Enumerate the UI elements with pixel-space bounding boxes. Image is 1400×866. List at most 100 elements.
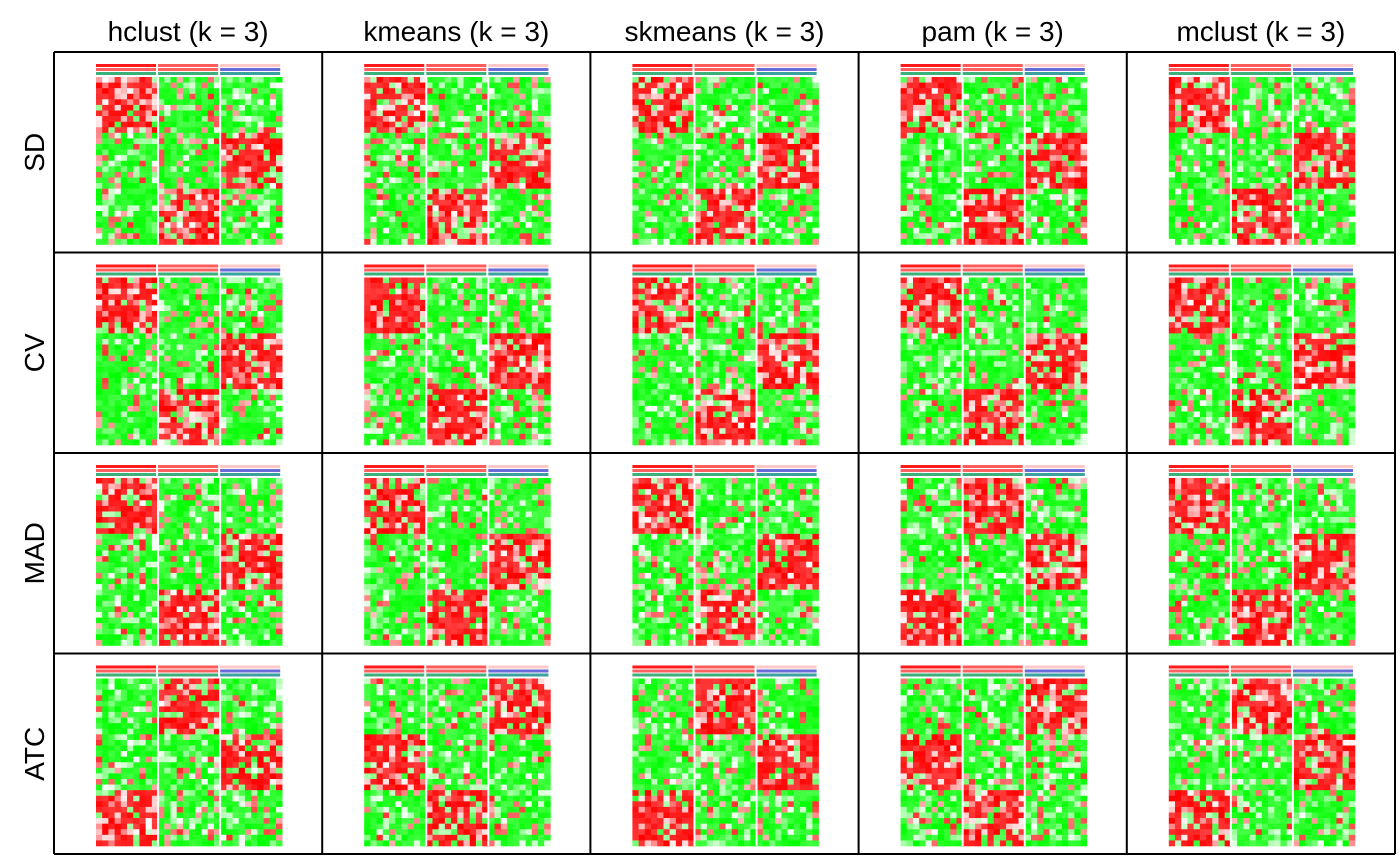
heatmap-cell xyxy=(226,104,233,111)
heatmap-cell xyxy=(251,299,258,306)
heatmap-cell xyxy=(706,132,714,139)
heatmap-cell xyxy=(438,121,446,128)
heatmap-cell xyxy=(944,194,951,201)
heatmap-cell xyxy=(244,211,252,217)
heatmap-cell xyxy=(537,211,545,217)
heatmap-cell xyxy=(114,138,122,145)
heatmap-cell xyxy=(968,77,976,83)
heatmap-cell xyxy=(688,171,695,178)
heatmap-cell xyxy=(207,299,215,306)
heatmap-cell xyxy=(370,93,377,100)
heatmap-cell xyxy=(426,155,433,162)
heatmap-cell xyxy=(1037,216,1044,223)
heatmap-cell xyxy=(1255,82,1263,89)
heatmap-cell xyxy=(1018,104,1026,111)
heatmap-cell xyxy=(133,211,140,217)
heatmap-cell xyxy=(756,149,764,156)
heatmap-cell xyxy=(632,222,639,229)
heatmap-cell xyxy=(139,344,146,351)
heatmap-cell xyxy=(525,233,533,240)
heatmap-cell xyxy=(719,222,726,229)
heatmap-cell xyxy=(1061,121,1069,128)
heatmap-cell xyxy=(1336,93,1343,100)
heatmap-cell xyxy=(950,205,957,212)
heatmap-cell xyxy=(694,155,701,162)
heatmap-cell xyxy=(1336,177,1343,184)
heatmap-cell xyxy=(182,93,190,100)
heatmap-cell xyxy=(420,205,427,212)
heatmap-cell xyxy=(900,99,908,106)
heatmap-cell xyxy=(1268,121,1275,128)
heatmap-cell xyxy=(725,222,733,229)
heatmap-cell xyxy=(139,294,146,301)
heatmap-cell xyxy=(189,205,196,212)
heatmap-cell xyxy=(275,277,283,284)
heatmap-cell xyxy=(1224,144,1232,150)
heatmap-cell xyxy=(787,205,795,212)
heatmap-cell xyxy=(968,138,976,145)
heatmap-cell xyxy=(737,127,745,134)
heatmap-cell xyxy=(669,233,677,240)
heatmap-cell xyxy=(1323,77,1331,83)
heatmap-cell xyxy=(213,350,221,356)
heatmap-cell xyxy=(257,322,264,329)
heatmap-cell xyxy=(1274,88,1281,95)
heatmap-cell xyxy=(1049,160,1057,167)
heatmap-cell xyxy=(275,216,283,223)
heatmap-cell xyxy=(1261,110,1269,117)
heatmap-cell xyxy=(376,211,384,217)
heatmap-cell xyxy=(1080,77,1088,83)
heatmap-cell xyxy=(694,205,701,212)
heatmap-cell xyxy=(1193,222,1201,229)
heatmap-cell xyxy=(389,149,396,156)
heatmap-cell xyxy=(413,238,421,245)
heatmap-cell xyxy=(1043,138,1050,145)
heatmap-cell xyxy=(713,88,720,95)
heatmap-cell xyxy=(1243,138,1250,145)
heatmap-cell xyxy=(488,199,495,206)
heatmap-cell xyxy=(1006,132,1013,139)
heatmap-cell xyxy=(1187,177,1194,184)
heatmap-cell xyxy=(644,222,652,229)
heatmap-cell xyxy=(975,222,982,229)
heatmap-cell xyxy=(806,166,813,173)
heatmap-cell xyxy=(762,211,770,217)
heatmap-cell xyxy=(182,99,190,106)
heatmap-cell xyxy=(937,155,945,162)
heatmap-cell xyxy=(96,166,103,173)
heatmap-cell xyxy=(1348,194,1356,201)
heatmap-cell xyxy=(463,132,471,139)
heatmap-cell xyxy=(213,288,221,295)
heatmap-cell xyxy=(799,127,807,134)
heatmap-cell xyxy=(975,116,982,122)
heatmap-cell xyxy=(962,238,970,245)
heatmap-cell xyxy=(488,132,495,139)
heatmap-cell xyxy=(145,194,153,201)
heatmap-cell xyxy=(170,116,177,122)
heatmap-cell xyxy=(226,177,233,184)
heatmap-cell xyxy=(1237,194,1244,201)
heatmap-cell xyxy=(1243,155,1250,162)
heatmap-cell xyxy=(1255,110,1263,117)
heatmap-cell xyxy=(768,188,776,195)
heatmap-cell xyxy=(644,188,652,195)
heatmap-cell xyxy=(96,288,103,295)
heatmap-cell xyxy=(395,188,402,195)
heatmap-cell xyxy=(1012,183,1019,189)
heatmap-cell xyxy=(189,211,196,217)
heatmap-cell xyxy=(669,121,677,128)
column-title: skmeans (k = 3) xyxy=(625,16,825,47)
heatmap-cell xyxy=(263,144,271,150)
heatmap-cell xyxy=(438,116,446,122)
heatmap-cell xyxy=(657,116,664,122)
heatmap-cell xyxy=(694,238,701,245)
heatmap-cell xyxy=(145,199,153,206)
heatmap-cell xyxy=(1074,88,1081,95)
heatmap-cell xyxy=(669,104,677,111)
heatmap-cell xyxy=(1043,222,1050,229)
heatmap-cell xyxy=(364,238,371,245)
heatmap-cell xyxy=(164,171,171,178)
heatmap-cell xyxy=(781,205,788,212)
heatmap-cell xyxy=(182,188,190,195)
heatmap-cell xyxy=(506,99,514,106)
